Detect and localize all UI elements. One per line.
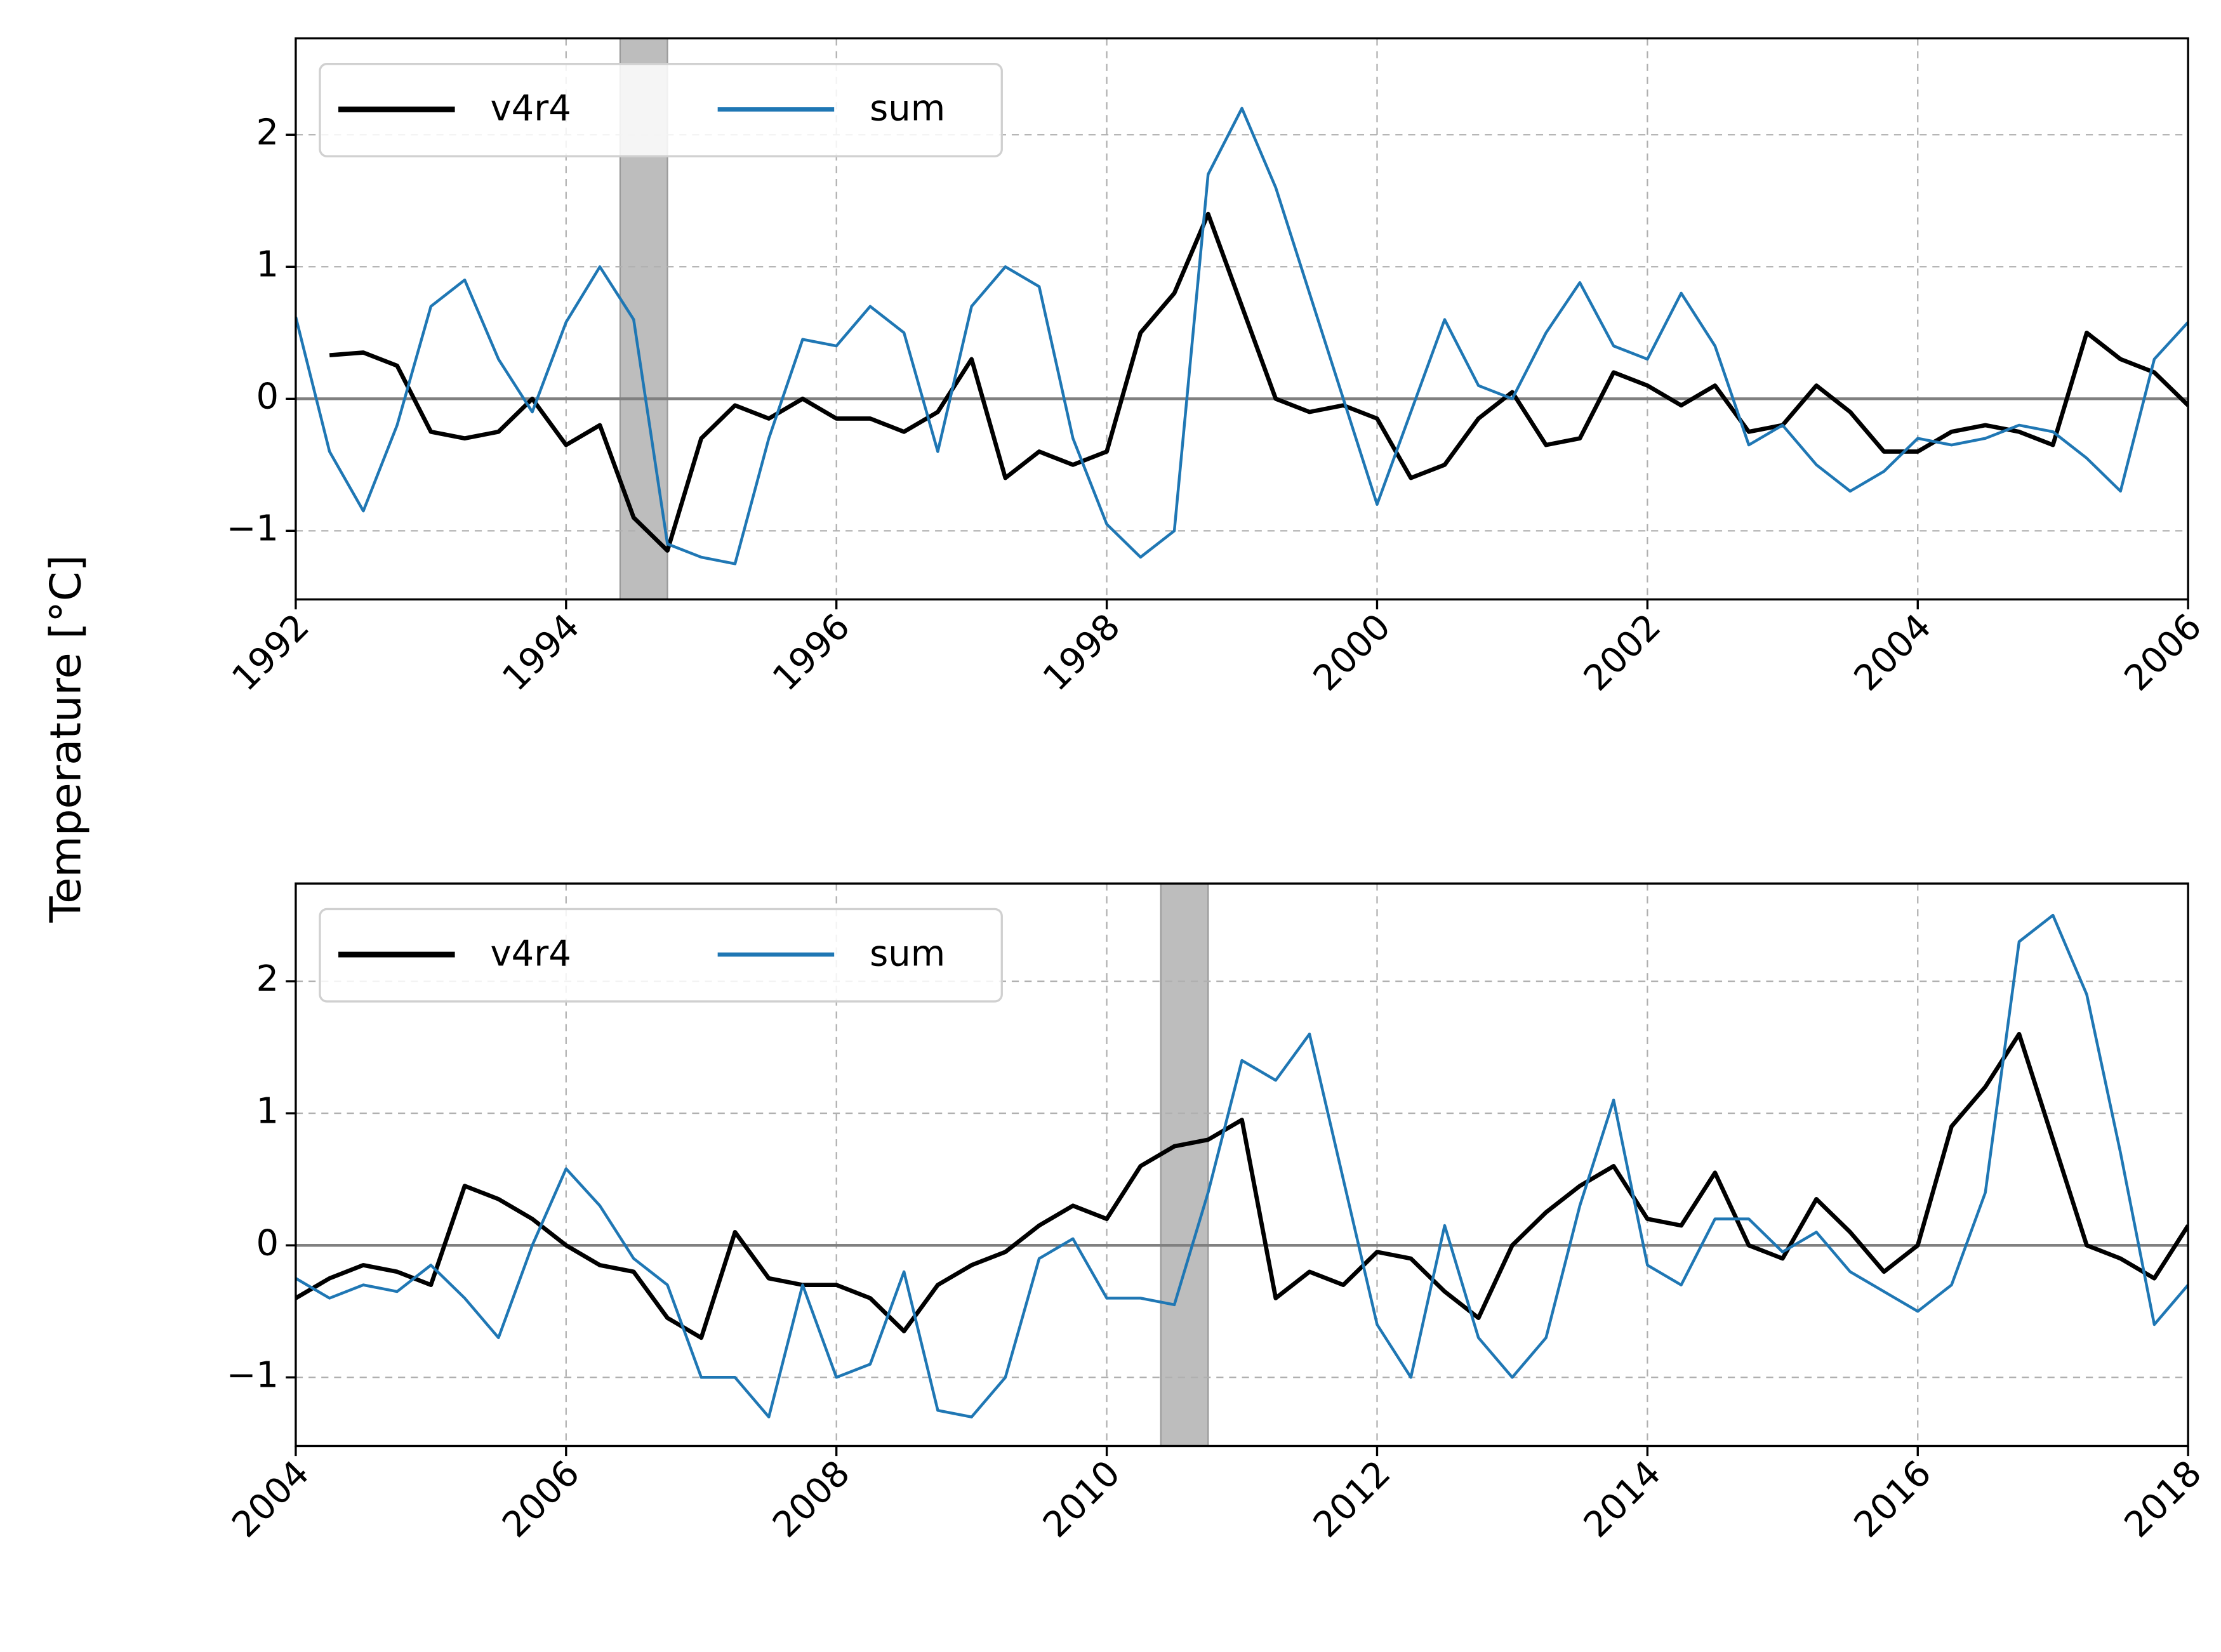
legend-label: sum (870, 88, 945, 129)
y-tick-label: 2 (256, 112, 279, 153)
y-tick-label: −1 (227, 1354, 279, 1396)
y-axis-label: Temperature [°C] (41, 555, 90, 923)
y-tick-label: −1 (227, 508, 279, 549)
legend-label: sum (870, 933, 945, 974)
y-tick-label: 1 (256, 244, 279, 285)
series-line (295, 107, 2189, 565)
axes-frame (295, 37, 2189, 601)
axes-frame (295, 882, 2189, 1448)
legend-box (319, 63, 1003, 157)
y-tick-label: 2 (256, 958, 279, 1000)
y-tick-label: 1 (256, 1090, 279, 1132)
legend-label: v4r4 (491, 88, 571, 129)
series-line (329, 211, 2189, 553)
legend-label: v4r4 (491, 933, 571, 974)
shaded-span (1160, 883, 1209, 1447)
series-line (295, 1031, 2189, 1340)
y-tick-label: 0 (256, 376, 279, 417)
legend-box (319, 908, 1003, 1003)
series-line (295, 913, 2189, 1418)
y-tick-label: 0 (256, 1222, 279, 1264)
